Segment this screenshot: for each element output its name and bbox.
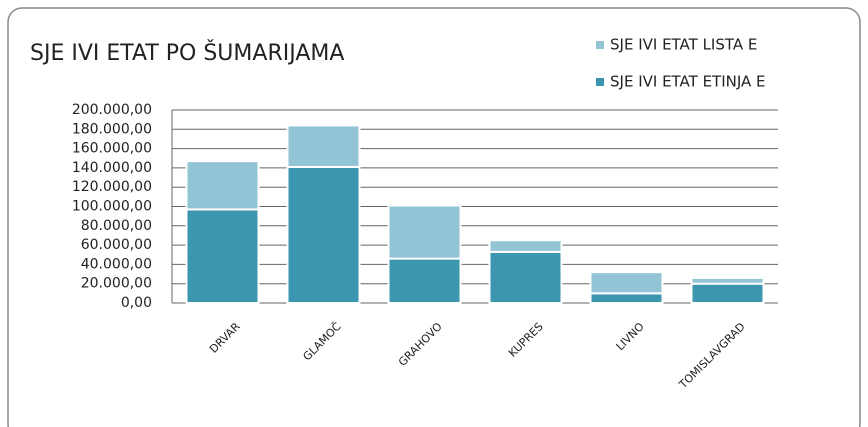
bar-segment [690, 282, 765, 305]
y-tick-label: 20.000,00 [81, 276, 152, 292]
legend-label: SJE IVI ETAT LISTA E [610, 36, 757, 54]
bar-segment [488, 239, 563, 253]
bar-segment [589, 292, 664, 305]
bar-segment [185, 208, 260, 305]
y-tick-label: 120.000,00 [72, 179, 152, 195]
y-tick-label: 100.000,00 [72, 199, 152, 215]
legend-swatch [596, 78, 604, 86]
y-tick-label: 0,00 [121, 295, 152, 311]
y-tick-label: 40.000,00 [81, 256, 152, 272]
bar-segment [387, 204, 462, 260]
bar-segment [185, 160, 260, 211]
bar-segment [286, 124, 361, 168]
bar-segment [690, 276, 765, 285]
y-tick-label: 200.000,00 [72, 102, 152, 118]
bar-segment [387, 257, 462, 304]
y-tick-label: 80.000,00 [81, 218, 152, 234]
legend-label: SJE IVI ETAT ETINJA E [610, 73, 766, 91]
legend-swatch [596, 41, 604, 49]
y-tick-label: 60.000,00 [81, 237, 152, 253]
chart-title: SJE IVI ETAT PO ŠUMARIJAMA [30, 40, 344, 66]
y-tick-label: 140.000,00 [72, 160, 152, 176]
bar-segment [589, 271, 664, 295]
bar-segment [286, 165, 361, 304]
bar-segment [488, 250, 563, 304]
y-tick-label: 180.000,00 [72, 121, 152, 137]
y-tick-label: 160.000,00 [72, 141, 152, 157]
